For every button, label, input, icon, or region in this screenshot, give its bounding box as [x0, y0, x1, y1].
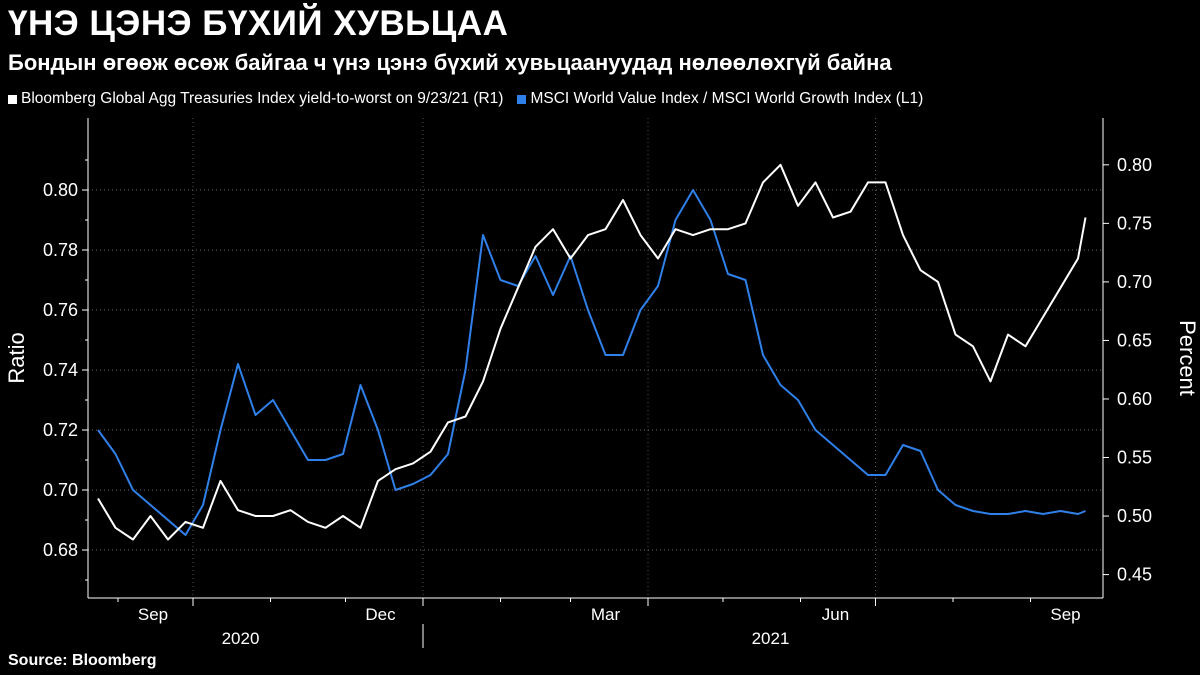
x-year-label: 2020 — [222, 629, 260, 648]
axes — [82, 118, 1109, 648]
right-tick-label: 0.55 — [1117, 448, 1152, 468]
source-note: Source: Bloomberg — [8, 652, 157, 669]
x-month-label: Jun — [822, 605, 849, 624]
x-month-label: Sep — [1050, 605, 1080, 624]
x-year-label: 2021 — [752, 629, 790, 648]
series-lines — [97, 163, 1087, 541]
right-tick-label: 0.50 — [1117, 506, 1152, 526]
grid — [88, 118, 1103, 598]
legend-swatch-msci — [517, 94, 527, 104]
left-tick-label: 0.78 — [43, 240, 78, 260]
tick-labels: 0.80 0.78 0.76 0.74 0.72 0.70 0.68 0.80 0.75 0.70… — [4, 155, 1200, 648]
x-month-label: Dec — [365, 605, 396, 624]
right-tick-label: 0.45 — [1117, 565, 1152, 585]
legend-swatch-treasuries — [8, 94, 17, 104]
left-tick-label: 0.68 — [43, 540, 78, 560]
left-tick-label: 0.72 — [43, 420, 78, 440]
legend-label-msci: MSCI World Value Index / MSCI World Grow… — [530, 90, 924, 107]
right-tick-label: 0.70 — [1117, 272, 1152, 292]
series-line-treasuries-yield — [97, 163, 1087, 541]
right-tick-label: 0.60 — [1117, 389, 1152, 409]
legend-label-treasuries: Bloomberg Global Agg Treasuries Index yi… — [21, 90, 504, 107]
legend-item-msci: MSCI World Value Index / MSCI World Grow… — [517, 90, 923, 108]
chart-subtitle: Бондын өгөөж өсөж байгаа ч үнэ цэнэ бүхи… — [8, 50, 892, 75]
left-axis-title: Ratio — [4, 332, 29, 383]
legend: Bloomberg Global Agg Treasuries Index yi… — [8, 90, 937, 108]
left-tick-label: 0.74 — [43, 360, 78, 380]
right-axis-title: Percent — [1175, 320, 1200, 396]
left-tick-label: 0.76 — [43, 300, 78, 320]
left-tick-label: 0.70 — [43, 480, 78, 500]
x-month-label: Sep — [138, 605, 168, 624]
chart-title: ҮНЭ ЦЭНЭ БҮХИЙ ХУВЬЦАА — [8, 4, 509, 43]
series-line-value-growth-ratio — [97, 189, 1086, 536]
right-tick-label: 0.65 — [1117, 330, 1152, 350]
x-month-label: Mar — [591, 605, 621, 624]
right-tick-label: 0.80 — [1117, 155, 1152, 175]
legend-item-treasuries: Bloomberg Global Agg Treasuries Index yi… — [8, 90, 503, 108]
right-tick-label: 0.75 — [1117, 213, 1152, 233]
left-tick-label: 0.80 — [43, 180, 78, 200]
